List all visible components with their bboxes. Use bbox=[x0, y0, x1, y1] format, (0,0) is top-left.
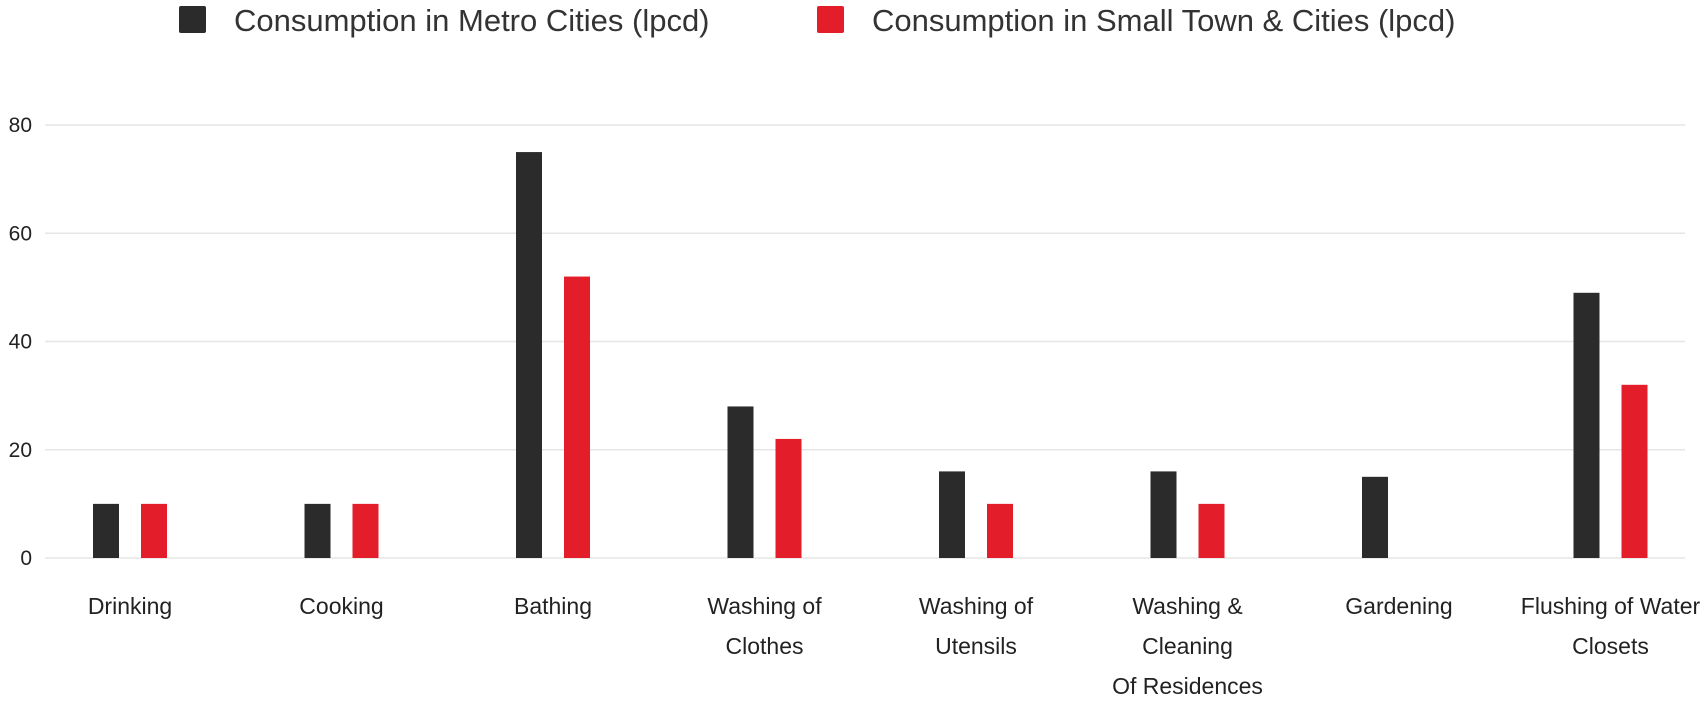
bars bbox=[93, 152, 1648, 558]
x-tick-label: Drinking bbox=[88, 593, 172, 619]
y-tick-label: 20 bbox=[9, 439, 32, 462]
y-tick-label: 0 bbox=[20, 547, 32, 570]
bar-metro bbox=[939, 471, 965, 558]
bar-small-town bbox=[352, 503, 379, 558]
x-tick-label: Washing of Clothes bbox=[707, 593, 822, 659]
legend-swatch bbox=[817, 6, 844, 33]
x-tick-label: Bathing bbox=[514, 593, 592, 619]
legend-label: Consumption in Metro Cities (lpcd) bbox=[234, 3, 710, 38]
legend-swatch bbox=[179, 6, 206, 33]
gridlines bbox=[45, 124, 1685, 559]
bar-small-town bbox=[141, 503, 167, 558]
x-tick-label: Washing of Utensils bbox=[919, 593, 1034, 659]
y-tick-label: 60 bbox=[9, 222, 32, 245]
bar-small-town bbox=[564, 276, 590, 558]
x-axis-labels: Drinking Cooking Bathing Washing of Clothes W… bbox=[88, 593, 1700, 699]
y-axis-ticks: 0 20 40 60 80 bbox=[9, 114, 32, 570]
x-tick-label: Gardening bbox=[1345, 593, 1452, 619]
x-tick-label: Flushing of Water Closets bbox=[1521, 593, 1700, 659]
bar-metro bbox=[1362, 476, 1388, 558]
bar-small-town bbox=[1621, 384, 1648, 558]
x-tick-label: Cooking bbox=[299, 593, 383, 619]
bar-metro bbox=[93, 503, 119, 558]
bar-small-town bbox=[987, 503, 1013, 558]
bar-metro bbox=[727, 406, 754, 558]
bar-metro bbox=[516, 152, 542, 558]
legend-label: Consumption in Small Town & Cities (lpcd… bbox=[872, 3, 1456, 38]
bar-metro bbox=[1573, 292, 1600, 558]
bar-metro bbox=[304, 503, 331, 558]
bar-small-town bbox=[1198, 503, 1225, 558]
bar-metro bbox=[1150, 471, 1177, 558]
legend: Consumption in Metro Cities (lpcd) Consum… bbox=[179, 3, 1456, 38]
bar-small-town bbox=[775, 438, 802, 558]
y-tick-label: 40 bbox=[9, 331, 32, 354]
y-tick-label: 80 bbox=[9, 114, 32, 137]
x-tick-label: Washing & Cleaning Of Residences bbox=[1112, 593, 1263, 699]
